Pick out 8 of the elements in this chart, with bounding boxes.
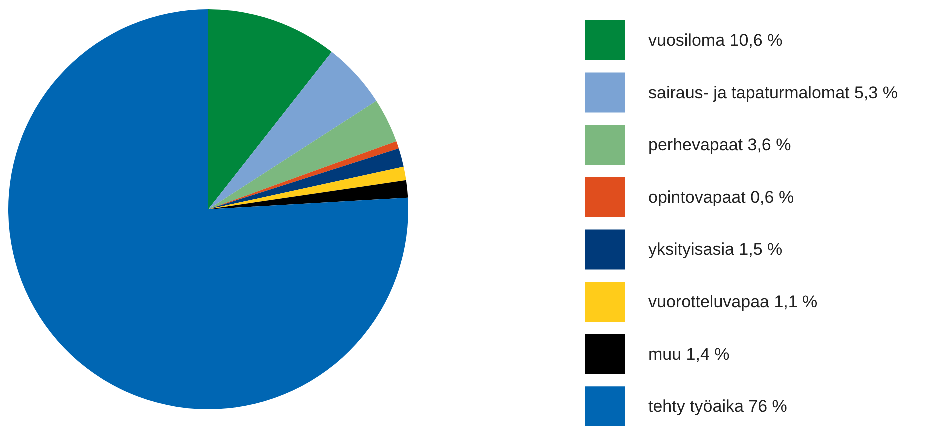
- legend-label: opintovapaat 0,6 %: [648, 188, 794, 207]
- legend-label: vuosiloma 10,6 %: [648, 31, 783, 50]
- legend-label: sairaus- ja tapaturmalomat 5,3 %: [648, 83, 898, 102]
- legend-label: yksityisasia 1,5 %: [648, 240, 783, 260]
- legend-label: vuorotteluvapaa 1,1 %: [648, 292, 818, 312]
- legend-label: perhevapaat 3,6 %: [648, 136, 792, 155]
- legend-label: muu 1,4 %: [648, 344, 730, 364]
- legend-label: tehty työaika 76 %: [648, 397, 788, 416]
